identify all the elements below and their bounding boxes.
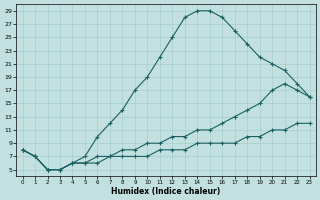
X-axis label: Humidex (Indice chaleur): Humidex (Indice chaleur) — [111, 187, 221, 196]
